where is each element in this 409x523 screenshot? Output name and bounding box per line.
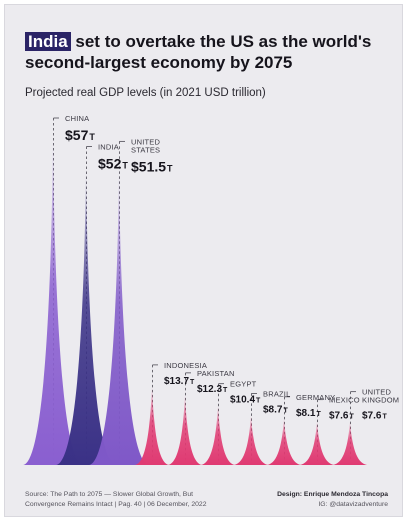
value-label-egypt: $10.4T — [230, 395, 261, 406]
spike-mexico — [300, 421, 334, 465]
source-line-1: Source: The Path to 2075 — Slower Global… — [25, 491, 193, 498]
value-label-indonesia: $13.7T — [164, 376, 195, 387]
value-label-india: $52T — [98, 156, 128, 172]
spike-united-states — [89, 171, 149, 465]
title-rest: set to overtake the US as the world's se… — [25, 32, 372, 72]
country-label-united-kingdom-2: KINGDOM — [362, 396, 399, 405]
country-label-brazil: BRAZIL — [263, 389, 290, 398]
spike-united-kingdom — [333, 421, 367, 465]
chart-title: India set to overtake the US as the worl… — [25, 31, 395, 73]
value-label-pakistan: $12.3T — [197, 384, 228, 395]
spike-brazil — [234, 415, 268, 465]
chart-subtitle: Projected real GDP levels (in 2021 USD t… — [25, 87, 266, 99]
gdp-spike-chart: CHINA$57TINDIA$52TUNITEDSTATES$51.5TINDO… — [23, 114, 399, 465]
spike-china — [23, 140, 83, 465]
design-credit: Design: Enrique Mendoza Tincopa IG: @dat… — [277, 490, 388, 509]
design-line: Design: Enrique Mendoza Tincopa — [277, 491, 388, 498]
country-label-germany: GERMANY — [296, 393, 335, 402]
value-label-united-kingdom: $7.6T — [362, 411, 387, 422]
source-note: Source: The Path to 2075 — Slower Global… — [25, 490, 255, 509]
series-labels: CHINA$57TINDIA$52TUNITEDSTATES$51.5TINDO… — [65, 114, 399, 422]
value-label-united-states: $51.5T — [131, 158, 173, 174]
spike-egypt — [201, 405, 235, 465]
country-label-united-states-1: UNITED — [131, 137, 160, 146]
country-label-egypt: EGYPT — [230, 380, 257, 389]
spike-germany — [267, 418, 301, 465]
value-label-brazil: $8.7T — [263, 404, 288, 415]
value-label-germany: $8.1T — [296, 408, 321, 419]
title-highlight: India — [25, 32, 71, 51]
value-label-china: $57T — [65, 127, 95, 143]
spike-indonesia — [135, 386, 169, 465]
country-label-united-kingdom-1: UNITED — [362, 388, 392, 397]
spike-india — [56, 168, 116, 465]
spike-pakistan — [168, 394, 202, 465]
country-label-mexico: MEXICO — [329, 396, 360, 405]
source-line-2: Convergence Remains Intact | Pag. 40 | 0… — [25, 500, 207, 508]
country-label-indonesia: INDONESIA — [164, 361, 207, 370]
country-label-united-states-2: STATES — [131, 145, 160, 154]
infographic-card: India set to overtake the US as the worl… — [4, 4, 403, 517]
country-label-pakistan: PAKISTAN — [197, 369, 235, 378]
country-label-china: CHINA — [65, 114, 89, 123]
ig-handle: IG: @datavizadventure — [318, 500, 388, 508]
spike-series — [23, 140, 367, 465]
value-label-mexico: $7.6T — [329, 411, 354, 422]
country-label-india: INDIA — [98, 143, 119, 152]
